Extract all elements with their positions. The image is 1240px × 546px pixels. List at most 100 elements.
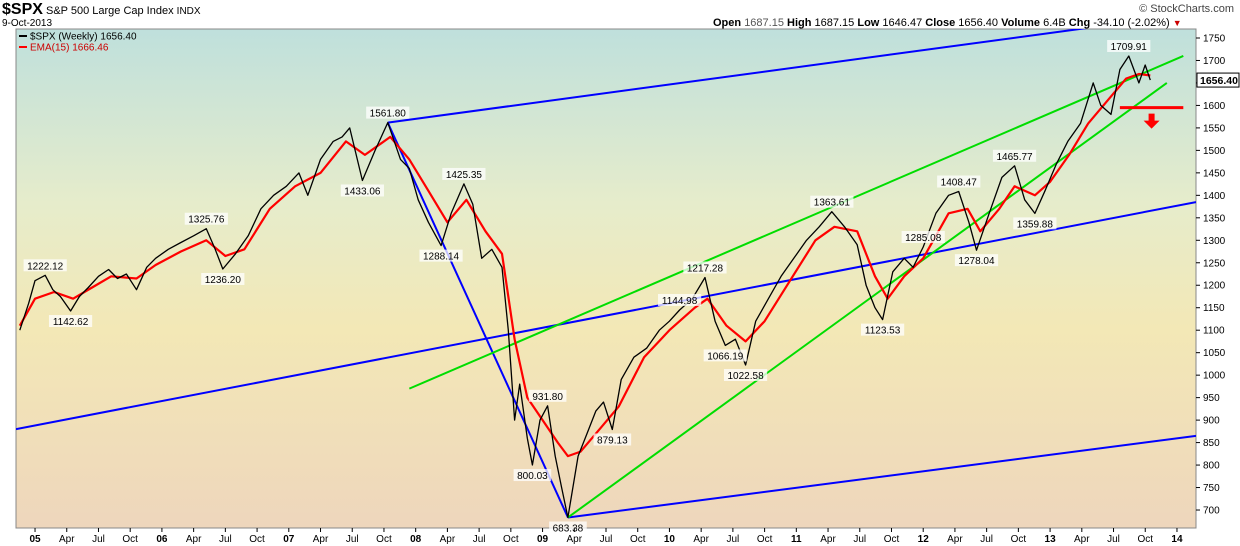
price-annotation: 1408.47	[937, 175, 981, 189]
svg-text:1561.80: 1561.80	[370, 109, 407, 120]
trendline-1	[16, 201, 1196, 431]
low-value: 1646.47	[882, 17, 923, 29]
x-tick-label: Oct	[503, 534, 519, 545]
legend-entry: $SPX (Weekly) 1656.40	[19, 32, 137, 43]
x-tick-label: Oct	[1137, 534, 1153, 545]
x-tick-label: Apr	[1074, 534, 1090, 545]
y-tick-label: 1350	[1203, 213, 1226, 224]
x-tick-label: 05	[29, 534, 41, 545]
svg-text:EMA(15) 1666.46: EMA(15) 1666.46	[30, 43, 109, 54]
low-label: Low	[857, 17, 880, 29]
x-tick-label: Jul	[92, 534, 105, 545]
x-tick-label: Oct	[122, 534, 138, 545]
price-annotation: 1142.62	[48, 315, 93, 328]
trendline-6	[567, 82, 1168, 519]
plot-area	[15, 28, 1197, 529]
svg-text:1288.14: 1288.14	[423, 252, 460, 263]
x-tick-label: Apr	[566, 534, 582, 545]
y-tick-label: 1600	[1203, 101, 1226, 112]
legend-entry: EMA(15) 1666.46	[19, 43, 109, 54]
price-annotation: 1363.61	[810, 195, 854, 209]
close-label: Close	[925, 17, 956, 29]
y-tick-label: 700	[1203, 506, 1220, 517]
price-annotation: 879.13	[593, 433, 632, 446]
x-tick-label: 06	[156, 534, 168, 545]
svg-text:1656.40: 1656.40	[1200, 75, 1238, 87]
svg-text:1408.47: 1408.47	[941, 178, 978, 189]
x-tick-label: 10	[664, 534, 676, 545]
svg-text:1236.20: 1236.20	[205, 275, 242, 286]
down-arrow-icon	[1143, 113, 1160, 129]
x-tick-label: 09	[537, 534, 549, 545]
x-tick-label: Jul	[980, 534, 993, 545]
x-tick-label: Jul	[600, 534, 613, 545]
price-annotation: 1325.76	[184, 212, 228, 226]
x-tick-label: 08	[410, 534, 422, 545]
ohlc-readout: Open 1687.15 High 1687.15 Low 1646.47 Cl…	[713, 17, 1182, 29]
x-tick-label: Oct	[249, 534, 265, 545]
trendline-2	[567, 434, 1196, 519]
price-annotation: 1425.35	[442, 167, 486, 181]
x-tick-label: Jul	[726, 534, 739, 545]
svg-text:879.13: 879.13	[597, 435, 628, 446]
x-tick-label: Oct	[1011, 534, 1027, 545]
volume-value: 6.4B	[1043, 17, 1066, 29]
price-annotation: 1222.12	[23, 259, 67, 272]
price-annotation: 683.38	[549, 521, 587, 534]
svg-text:931.80: 931.80	[532, 392, 563, 403]
y-tick-label: 1250	[1203, 258, 1226, 269]
y-tick-label: 1200	[1203, 281, 1226, 292]
svg-text:1278.04: 1278.04	[958, 256, 995, 267]
svg-text:1359.88: 1359.88	[1017, 219, 1054, 230]
svg-text:1325.76: 1325.76	[188, 215, 225, 226]
svg-text:1142.62: 1142.62	[53, 317, 89, 328]
x-tick-label: Oct	[884, 534, 900, 545]
svg-text:1709.91: 1709.91	[1111, 42, 1148, 53]
price-annotation: 1236.20	[201, 272, 245, 286]
high-label: High	[787, 17, 812, 29]
x-tick-label: Oct	[376, 534, 392, 545]
x-tick-label: 07	[283, 534, 295, 545]
y-tick-label: 1050	[1203, 348, 1226, 359]
price-line	[19, 55, 1151, 519]
x-tick-label: 13	[1045, 534, 1057, 545]
price-annotation: 1288.14	[419, 249, 463, 263]
svg-text:1222.12: 1222.12	[27, 261, 64, 272]
price-annotation: 1066.19	[703, 349, 747, 362]
x-tick-label: Oct	[757, 534, 773, 545]
x-tick-label: Apr	[440, 534, 456, 545]
trendline-4	[387, 29, 1088, 124]
chg-down-icon: ▼	[1172, 18, 1182, 28]
x-tick-label: Apr	[947, 534, 963, 545]
x-tick-label: Apr	[59, 534, 75, 545]
close-value: 1656.40	[958, 17, 999, 29]
price-annotation: 1217.28	[683, 261, 727, 274]
x-tick-label: 11	[791, 534, 802, 545]
price-annotation: 931.80	[528, 389, 567, 403]
trendline-3	[386, 122, 569, 518]
svg-text:1217.28: 1217.28	[687, 263, 724, 274]
x-tick-label: Apr	[693, 534, 709, 545]
x-tick-label: Apr	[820, 534, 836, 545]
y-tick-label: 1000	[1203, 371, 1226, 382]
price-annotation: 1285.08	[901, 230, 945, 244]
high-value: 1687.15	[814, 17, 855, 29]
x-tick-label: Jul	[473, 534, 486, 545]
y-tick-label: 1300	[1203, 236, 1226, 247]
ema-line	[18, 72, 1151, 458]
price-annotation: 1278.04	[954, 254, 999, 267]
last-price-tag: 1656.40	[1196, 72, 1240, 88]
price-annotation: 1561.80	[366, 106, 410, 120]
price-annotation: 1465.77	[992, 149, 1037, 163]
x-tick-label: Apr	[313, 534, 329, 545]
x-tick-label: Jul	[346, 534, 359, 545]
trendline-5	[408, 55, 1184, 390]
y-tick-label: 1500	[1203, 146, 1226, 157]
y-tick-label: 800	[1203, 461, 1220, 472]
y-tick-label: 750	[1203, 483, 1220, 494]
price-annotation: 1123.53	[861, 323, 905, 337]
svg-text:1425.35: 1425.35	[446, 170, 483, 181]
volume-label: Volume	[1001, 17, 1041, 29]
y-tick-label: 950	[1203, 393, 1220, 404]
